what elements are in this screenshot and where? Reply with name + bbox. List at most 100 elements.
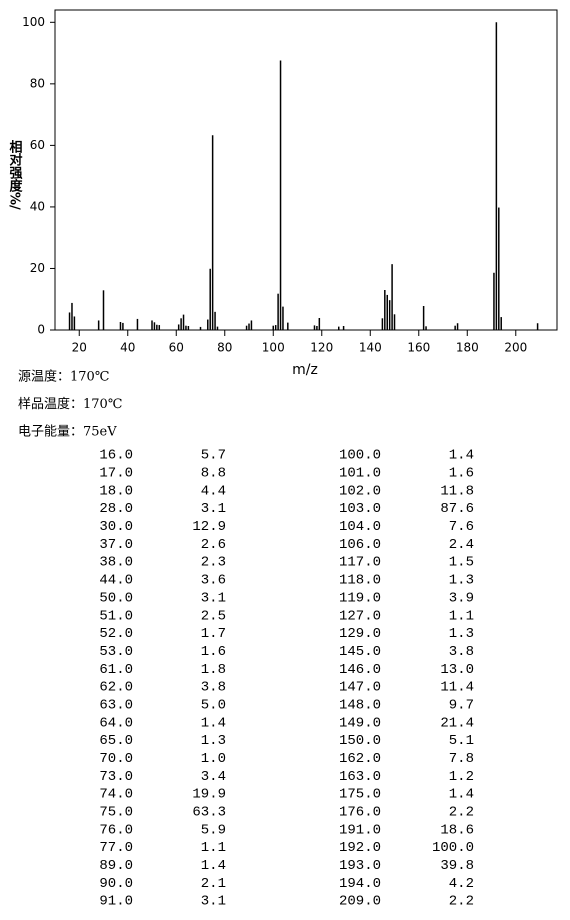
table-cell: 16.0 xyxy=(99,448,133,464)
table-cell: 63.0 xyxy=(99,697,133,713)
table-cell: 3.6 xyxy=(201,573,226,589)
y-tick-label: 0 xyxy=(37,323,45,337)
table-cell: 5.9 xyxy=(201,822,226,838)
table-cell: 70.0 xyxy=(99,751,133,767)
table-cell: 2.6 xyxy=(201,537,226,553)
table-cell: 3.9 xyxy=(449,590,474,606)
table-cell: 145.0 xyxy=(339,644,381,660)
table-cell: 1.3 xyxy=(449,573,474,589)
table-cell: 149.0 xyxy=(339,715,381,731)
table-cell: 7.8 xyxy=(449,751,474,767)
table-cell: 1.8 xyxy=(201,662,226,678)
table-cell: 162.0 xyxy=(339,751,381,767)
x-tick-label: 80 xyxy=(217,341,232,355)
table-cell: 5.1 xyxy=(449,733,474,749)
x-tick-label: 200 xyxy=(504,341,527,355)
table-cell: 176.0 xyxy=(339,805,381,821)
table-cell: 103.0 xyxy=(339,501,381,517)
table-cell: 118.0 xyxy=(339,573,381,589)
table-cell: 2.5 xyxy=(201,608,226,624)
table-cell: 127.0 xyxy=(339,608,381,624)
table-cell: 18.6 xyxy=(440,822,474,838)
table-cell: 163.0 xyxy=(339,769,381,785)
info-line: 源温度：170℃ xyxy=(18,369,109,385)
table-cell: 148.0 xyxy=(339,697,381,713)
table-cell: 209.0 xyxy=(339,894,381,910)
y-tick-label: 40 xyxy=(30,199,45,213)
table-cell: 37.0 xyxy=(99,537,133,553)
table-cell: 62.0 xyxy=(99,680,133,696)
y-tick-label: 60 xyxy=(30,138,45,152)
table-cell: 38.0 xyxy=(99,555,133,571)
x-tick-label: 140 xyxy=(359,341,382,355)
x-tick-label: 20 xyxy=(72,341,87,355)
table-cell: 1.3 xyxy=(201,733,226,749)
table-cell: 1.7 xyxy=(201,626,226,642)
table-cell: 119.0 xyxy=(339,590,381,606)
table-cell: 12.9 xyxy=(192,519,226,535)
table-cell: 63.3 xyxy=(192,805,226,821)
table-cell: 21.4 xyxy=(440,715,474,731)
x-tick-label: 160 xyxy=(407,341,430,355)
table-cell: 74.0 xyxy=(99,787,133,803)
table-cell: 5.7 xyxy=(201,448,226,464)
table-cell: 1.4 xyxy=(201,715,226,731)
table-cell: 90.0 xyxy=(99,876,133,892)
table-cell: 17.0 xyxy=(99,466,133,482)
table-cell: 77.0 xyxy=(99,840,133,856)
plot-frame xyxy=(54,9,558,331)
table-cell: 150.0 xyxy=(339,733,381,749)
info-line: 样品温度：170℃ xyxy=(18,396,122,412)
table-cell: 192.0 xyxy=(339,840,381,856)
table-cell: 11.4 xyxy=(440,680,474,696)
table-cell: 1.5 xyxy=(449,555,474,571)
table-cell: 5.0 xyxy=(201,697,226,713)
table-cell: 44.0 xyxy=(99,573,133,589)
x-tick-label: 120 xyxy=(310,341,333,355)
table-cell: 146.0 xyxy=(339,662,381,678)
table-cell: 11.8 xyxy=(440,483,474,499)
table-cell: 1.1 xyxy=(201,840,226,856)
table-cell: 1.0 xyxy=(201,751,226,767)
table-cell: 147.0 xyxy=(339,680,381,696)
table-cell: 52.0 xyxy=(99,626,133,642)
table-cell: 2.2 xyxy=(449,894,474,910)
table-cell: 3.8 xyxy=(201,680,226,696)
table-cell: 89.0 xyxy=(99,858,133,874)
table-cell: 3.4 xyxy=(201,769,226,785)
table-cell: 1.3 xyxy=(449,626,474,642)
table-cell: 100.0 xyxy=(432,840,474,856)
table-cell: 2.3 xyxy=(201,555,226,571)
x-tick-label: 60 xyxy=(169,341,184,355)
table-cell: 102.0 xyxy=(339,483,381,499)
table-cell: 3.8 xyxy=(449,644,474,660)
y-tick-label: 80 xyxy=(30,76,45,90)
table-cell: 175.0 xyxy=(339,787,381,803)
table-cell: 19.9 xyxy=(192,787,226,803)
table-cell: 1.2 xyxy=(449,769,474,785)
table-cell: 3.1 xyxy=(201,590,226,606)
table-cell: 1.6 xyxy=(201,644,226,660)
table-cell: 191.0 xyxy=(339,822,381,838)
table-cell: 1.4 xyxy=(449,448,474,464)
table-cell: 101.0 xyxy=(339,466,381,482)
table-cell: 53.0 xyxy=(99,644,133,660)
table-cell: 13.0 xyxy=(440,662,474,678)
info-line: 电子能量：75eV xyxy=(18,425,117,440)
table-cell: 50.0 xyxy=(99,590,133,606)
table-cell: 193.0 xyxy=(339,858,381,874)
table-cell: 73.0 xyxy=(99,769,133,785)
table-cell: 194.0 xyxy=(339,876,381,892)
table-cell: 117.0 xyxy=(339,555,381,571)
table-cell: 4.2 xyxy=(449,876,474,892)
table-cell: 3.1 xyxy=(201,894,226,910)
table-cell: 1.1 xyxy=(449,608,474,624)
table-cell: 1.4 xyxy=(201,858,226,874)
table-cell: 30.0 xyxy=(99,519,133,535)
table-cell: 64.0 xyxy=(99,715,133,731)
table-cell: 75.0 xyxy=(99,805,133,821)
y-tick-label: 100 xyxy=(22,15,45,29)
table-cell: 61.0 xyxy=(99,662,133,678)
